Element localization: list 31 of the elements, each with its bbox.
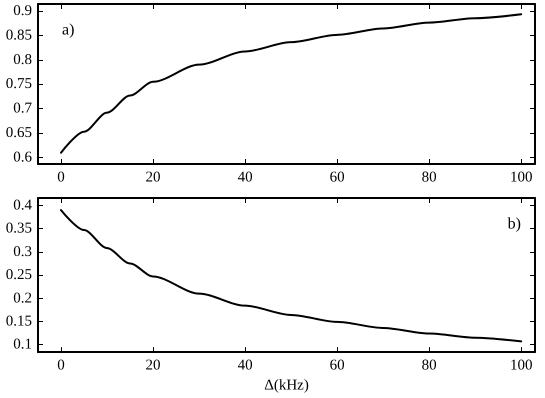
x-tick-label: 100 xyxy=(510,170,532,186)
y-tick-label: 0.35 xyxy=(6,220,32,237)
x-axis-title: Δ(kHz) xyxy=(264,378,309,394)
line-series xyxy=(60,209,522,342)
y-tick-label: 0.7 xyxy=(13,100,32,117)
x-tick-label: 40 xyxy=(238,358,253,374)
y-tick-label: 0.1 xyxy=(13,336,32,353)
y-tick-label: 0.65 xyxy=(6,125,32,142)
y-tick-label: 0.75 xyxy=(6,76,32,92)
x-tick-label: 40 xyxy=(238,170,253,186)
y-tick-label: 0.25 xyxy=(6,267,32,284)
x-tick-label: 80 xyxy=(422,358,437,374)
y-tick-label: 0.15 xyxy=(6,313,32,330)
annotation: a) xyxy=(62,22,74,38)
x-tick-label: 0 xyxy=(57,358,65,374)
y-tick-label: 0.6 xyxy=(13,150,32,166)
y-tick-label: 0.2 xyxy=(13,290,32,306)
y-tick-label: 0.8 xyxy=(13,52,32,68)
x-tick-label: 0 xyxy=(57,170,65,186)
x-tick-label: 80 xyxy=(422,170,437,186)
x-tick-label: 60 xyxy=(330,170,345,186)
y-tick-label: 0.3 xyxy=(13,244,32,260)
y-tick-label: 0.85 xyxy=(6,27,32,44)
annotation: b) xyxy=(508,216,521,232)
x-tick-label: 20 xyxy=(146,358,161,374)
x-tick-label: 100 xyxy=(510,358,532,374)
x-tick-label: 60 xyxy=(330,358,345,374)
y-tick-label: 0.9 xyxy=(13,2,32,19)
y-tick-label: 0.4 xyxy=(13,197,32,214)
line-series xyxy=(60,13,522,154)
x-tick-label: 20 xyxy=(146,170,161,186)
